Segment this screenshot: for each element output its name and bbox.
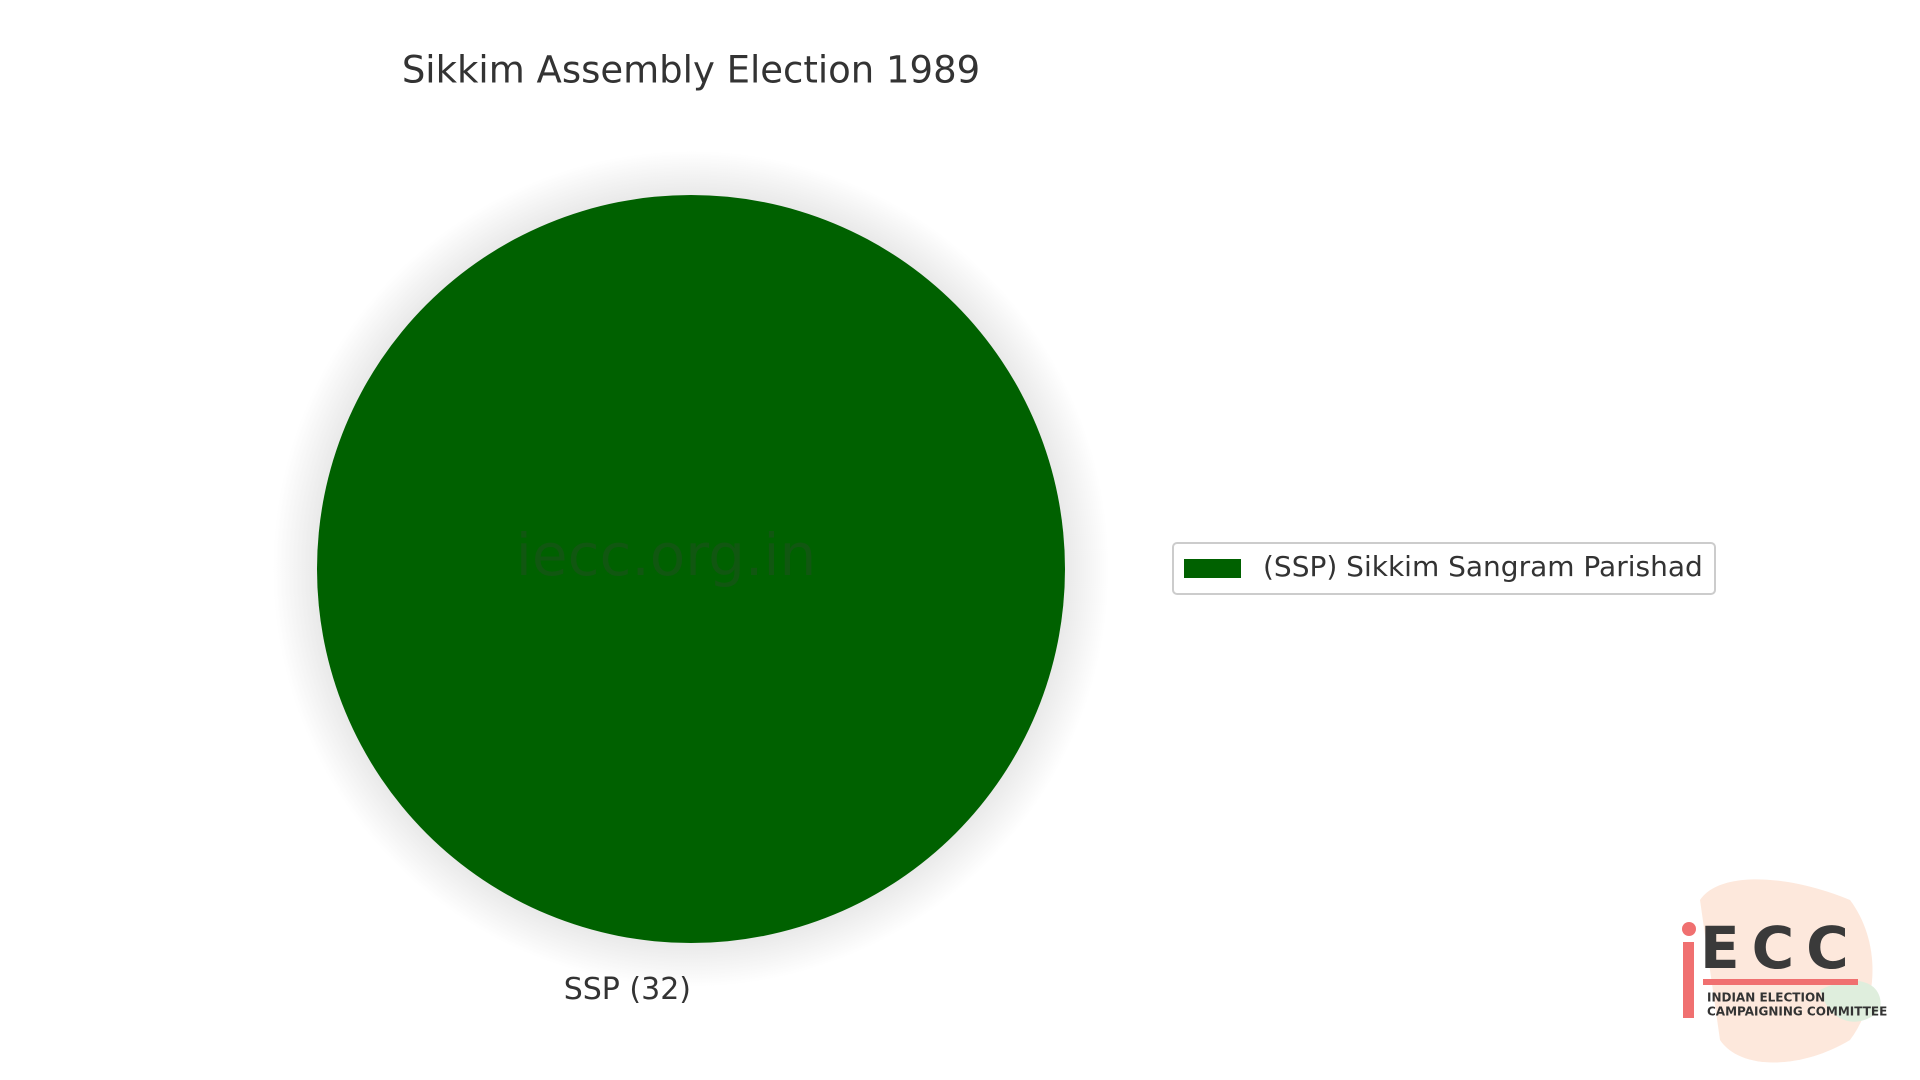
legend: (SSP) Sikkim Sangram Parishad [1172,542,1716,595]
logo-bar [1683,942,1694,1018]
logo-dot [1682,922,1696,936]
chart-title: Sikkim Assembly Election 1989 [402,49,980,92]
logo-line1: INDIAN ELECTION [1707,991,1825,1005]
logo: ECC INDIAN ELECTION CAMPAIGNING COMMITTE… [1682,879,1887,1063]
legend-frame [1172,542,1716,595]
pie [317,195,1065,943]
logo-map-green [1820,980,1881,1022]
legend-swatch [1184,559,1241,578]
logo-map [1700,879,1873,1063]
watermark: iecc.org.in [516,521,816,589]
logo-underline [1703,979,1858,985]
logo-mark: ECC [1700,914,1861,982]
legend-label: (SSP) Sikkim Sangram Parishad [1263,550,1703,583]
logo-line2: CAMPAIGNING COMMITTEE [1707,1005,1887,1019]
pie-slice [317,195,1065,943]
slice-label: SSP (32) [564,972,691,1007]
